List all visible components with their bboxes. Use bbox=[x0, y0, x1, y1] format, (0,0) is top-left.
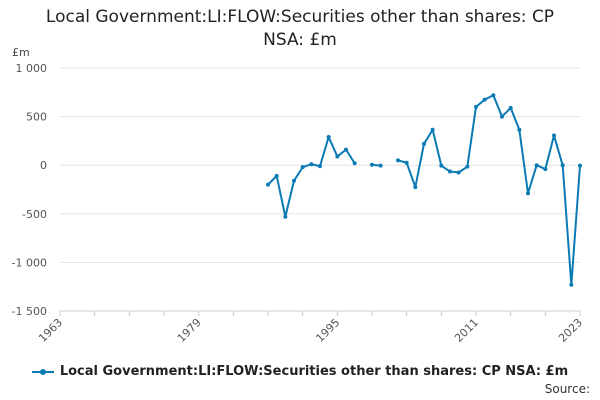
legend-label: Local Government:LI:FLOW:Securities othe… bbox=[59, 364, 569, 379]
data-point bbox=[534, 163, 539, 168]
data-point bbox=[543, 167, 548, 172]
y-tick-label: -1 000 bbox=[12, 256, 47, 269]
data-point bbox=[422, 141, 426, 146]
y-tick-label: 1 000 bbox=[16, 62, 48, 75]
y-tick-label: -1 500 bbox=[12, 305, 47, 318]
data-point bbox=[578, 163, 582, 168]
data-point bbox=[474, 104, 478, 109]
data-point bbox=[318, 164, 322, 169]
data-point bbox=[560, 163, 565, 168]
chart-legend[interactable]: Local Government:LI:FLOW:Securities othe… bbox=[0, 364, 600, 379]
data-point bbox=[300, 165, 305, 170]
data-point bbox=[448, 169, 452, 174]
data-point bbox=[482, 97, 487, 102]
data-point bbox=[274, 173, 279, 178]
data-point bbox=[370, 162, 374, 167]
data-point bbox=[439, 163, 444, 168]
data-point bbox=[378, 163, 383, 168]
data-point bbox=[335, 154, 340, 159]
data-point bbox=[500, 114, 504, 119]
data-point bbox=[517, 127, 522, 132]
data-point bbox=[526, 191, 530, 196]
series-line bbox=[397, 94, 581, 286]
y-tick-label: 0 bbox=[40, 159, 47, 172]
y-tick-label: 500 bbox=[26, 111, 47, 124]
data-point bbox=[413, 185, 418, 190]
chart-title-line-2: NSA: £m bbox=[263, 30, 337, 50]
chart-title-line-1: Local Government:LI:FLOW:Securities othe… bbox=[45, 7, 555, 27]
data-point bbox=[352, 161, 357, 166]
y-axis-label: £m bbox=[12, 46, 30, 59]
data-point bbox=[404, 160, 409, 165]
x-tick-label: 2023 bbox=[556, 316, 585, 345]
data-point bbox=[292, 178, 296, 183]
chart-title: Local Government:LI:FLOW:Securities othe… bbox=[0, 6, 600, 52]
data-point bbox=[569, 282, 574, 287]
source-label: Source: bbox=[544, 382, 590, 396]
series-line bbox=[267, 136, 356, 218]
data-point bbox=[309, 162, 314, 167]
legend-line-marker-icon bbox=[31, 367, 54, 377]
x-tick-label: 2011 bbox=[452, 316, 481, 345]
x-tick-label: 1963 bbox=[36, 316, 65, 345]
data-point bbox=[430, 127, 435, 132]
data-point bbox=[465, 164, 470, 169]
data-point bbox=[396, 158, 400, 163]
x-tick-label: 1995 bbox=[313, 316, 342, 345]
x-tick-label: 1979 bbox=[175, 316, 204, 345]
data-point bbox=[552, 133, 556, 138]
data-point bbox=[266, 182, 270, 187]
data-point bbox=[283, 214, 288, 219]
data-point bbox=[326, 135, 331, 140]
data-point bbox=[344, 147, 348, 152]
data-point bbox=[491, 93, 496, 98]
data-point bbox=[456, 170, 461, 175]
data-point bbox=[508, 105, 513, 110]
y-tick-label: -500 bbox=[22, 208, 47, 221]
